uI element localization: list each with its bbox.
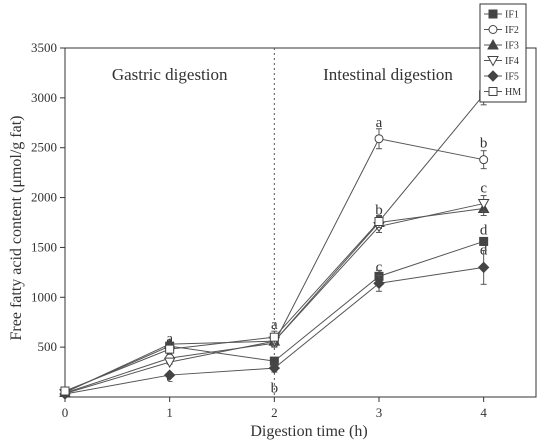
phase-label-gastric: Gastric digestion: [112, 65, 228, 84]
legend-marker: [487, 70, 499, 82]
x-tick-label: 0: [62, 405, 69, 420]
legend-label: IF5: [505, 72, 519, 83]
legend-label: IF4: [505, 56, 519, 67]
legend-marker: [488, 25, 498, 34]
significance-letter: a: [376, 115, 383, 131]
legend-item-if2: IF2: [484, 25, 519, 36]
legend: IF1 IF2 IF3 IF4 IF5 HM: [479, 3, 527, 103]
y-tick-label: 500: [38, 339, 58, 354]
legend-label: IF1: [505, 10, 519, 21]
y-tick-label: 1500: [31, 239, 57, 254]
y-tick-label: 1000: [31, 289, 57, 304]
data-point: [479, 236, 489, 246]
data-point: [163, 357, 176, 369]
data-point: [268, 362, 281, 374]
legend-label: HM: [505, 87, 521, 98]
significance-letter: c: [376, 259, 383, 275]
data-point: [269, 332, 279, 342]
data-point: [477, 261, 490, 274]
significance-letter: a: [271, 317, 278, 333]
legend-item-if3: IF3: [484, 38, 519, 52]
significance-letter: b: [480, 136, 488, 152]
series-hm: [60, 84, 489, 396]
data-point: [373, 277, 385, 290]
x-tick-label: 2: [271, 405, 278, 420]
significance-letter: b: [271, 381, 279, 397]
legend-label: IF3: [505, 41, 519, 52]
significance-letter: b: [375, 203, 383, 219]
data-point: [477, 199, 490, 210]
x-tick-label: 3: [376, 405, 383, 420]
phase-label-intestinal: Intestinal digestion: [323, 65, 453, 84]
legend-item-if1: IF1: [484, 9, 519, 21]
data-point: [165, 344, 175, 354]
plot-axes: 0 1 2 3 4 500 1000 1500 2000 2500 3000 3500: [31, 40, 537, 420]
data-point: [374, 217, 384, 227]
data-point: [163, 369, 176, 381]
data-series: [59, 84, 490, 400]
legend-label: IF2: [505, 25, 519, 36]
x-tick-label: 1: [166, 405, 173, 420]
y-tick-label: 2000: [31, 190, 57, 205]
legend-item-if4: IF4: [484, 56, 519, 67]
significance-labels: abcababcabcdd: [166, 77, 488, 397]
legend-marker: [487, 56, 499, 67]
legend-item-if5: IF5: [484, 70, 519, 83]
legend-item-hm: HM: [484, 87, 521, 98]
legend-marker: [487, 38, 499, 50]
plot-frame: [64, 47, 537, 398]
legend-box: [479, 3, 527, 103]
y-tick-label: 3000: [31, 90, 57, 105]
significance-letter: d: [480, 222, 488, 238]
y-tick-label: 3500: [31, 40, 57, 55]
significance-letter: c: [480, 181, 487, 197]
data-point: [479, 155, 489, 165]
x-axis-title: Digestion time (h): [250, 423, 367, 440]
series-if5: [59, 249, 490, 400]
phase-labels: Gastric digestion Intestinal digestion: [112, 48, 453, 397]
data-point: [60, 386, 70, 396]
y-tick-label: 2500: [31, 140, 57, 155]
x-tick-label: 4: [480, 405, 487, 420]
y-axis-title: Free fatty acid content (μmol/g fat): [8, 116, 25, 341]
legend-marker: [488, 9, 498, 19]
data-point: [374, 134, 384, 144]
legend-marker: [488, 87, 498, 96]
